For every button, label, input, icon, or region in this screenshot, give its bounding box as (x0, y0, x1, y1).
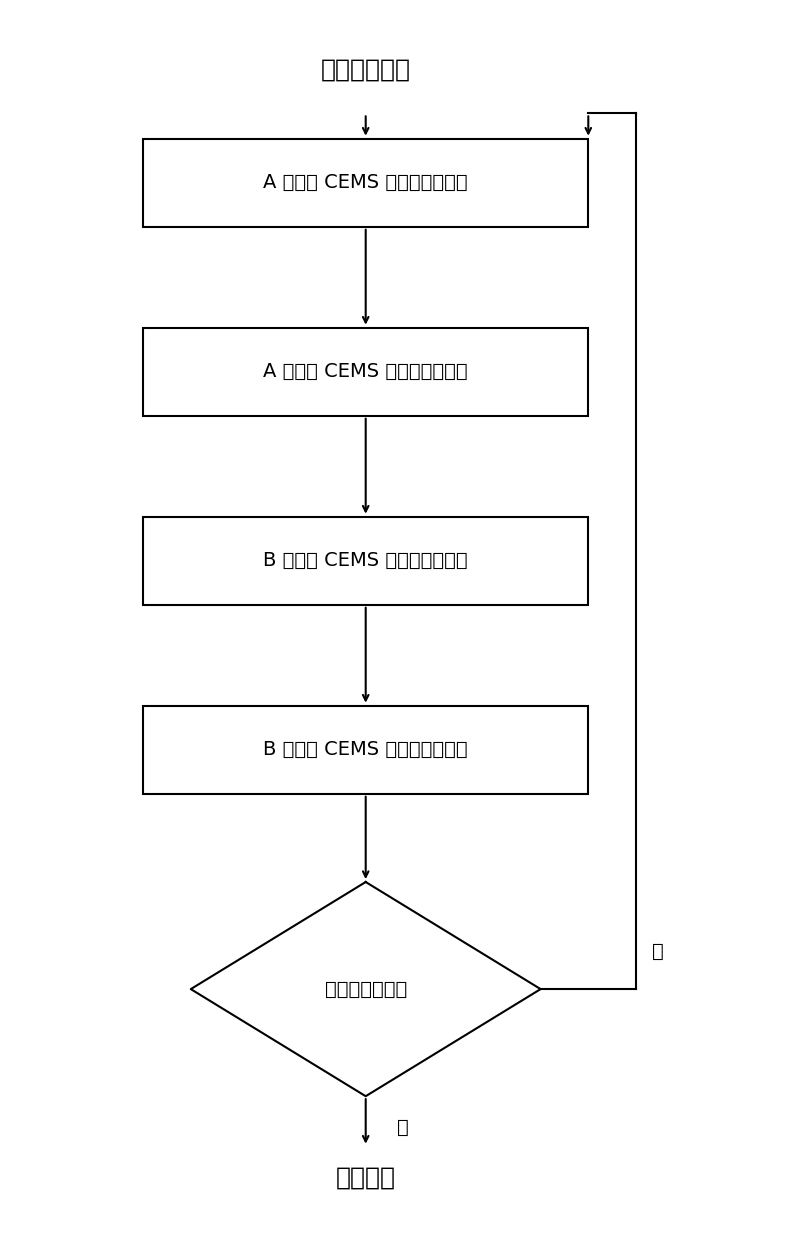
FancyBboxPatch shape (143, 139, 588, 227)
Text: B 侧出口 CEMS 吹扫控制子程序: B 侧出口 CEMS 吹扫控制子程序 (263, 740, 468, 760)
Text: 停止吹扫: 停止吹扫 (335, 1166, 396, 1191)
Polygon shape (191, 882, 541, 1096)
FancyBboxPatch shape (143, 517, 588, 605)
Text: 否: 否 (398, 1118, 409, 1138)
FancyBboxPatch shape (143, 706, 588, 794)
Text: 是否继续吹扫？: 是否继续吹扫？ (324, 979, 407, 999)
Text: A 侧进口 CEMS 吹扫控制子程序: A 侧进口 CEMS 吹扫控制子程序 (263, 173, 468, 193)
Text: 吹扫控制指令: 吹扫控制指令 (320, 57, 411, 82)
Text: 是: 是 (652, 941, 664, 961)
Text: A 侧出口 CEMS 吹扫控制子程序: A 侧出口 CEMS 吹扫控制子程序 (263, 362, 468, 382)
Text: B 侧进口 CEMS 吹扫控制子程序: B 侧进口 CEMS 吹扫控制子程序 (263, 551, 468, 571)
FancyBboxPatch shape (143, 328, 588, 416)
